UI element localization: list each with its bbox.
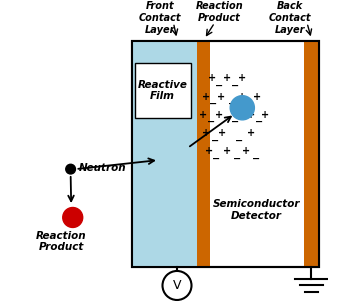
Text: −: − bbox=[215, 81, 223, 91]
Text: −: − bbox=[245, 99, 253, 109]
Text: Front
Contact
Layer: Front Contact Layer bbox=[139, 2, 182, 34]
Text: +: + bbox=[238, 92, 246, 102]
Text: +: + bbox=[262, 110, 270, 120]
Text: −: − bbox=[211, 135, 219, 145]
Text: +: + bbox=[199, 110, 207, 120]
Text: −: − bbox=[233, 153, 241, 163]
Bar bbox=[196, 41, 210, 267]
Bar bbox=[132, 41, 319, 267]
Text: Neutron: Neutron bbox=[79, 163, 126, 173]
Text: Reactive
Film: Reactive Film bbox=[138, 80, 188, 101]
Circle shape bbox=[66, 164, 75, 174]
FancyBboxPatch shape bbox=[135, 63, 190, 118]
Circle shape bbox=[162, 271, 192, 300]
Text: −: − bbox=[228, 99, 236, 109]
Text: +: + bbox=[223, 146, 231, 156]
Text: +: + bbox=[202, 92, 210, 102]
Bar bbox=[132, 41, 319, 267]
Text: +: + bbox=[253, 92, 261, 102]
Text: +: + bbox=[215, 110, 223, 120]
Text: +: + bbox=[223, 74, 231, 84]
Text: Reaction
Product: Reaction Product bbox=[36, 231, 87, 253]
Circle shape bbox=[63, 207, 83, 228]
Text: Semiconductor
Detector: Semiconductor Detector bbox=[212, 199, 300, 221]
Text: +: + bbox=[205, 146, 213, 156]
Text: +: + bbox=[247, 110, 255, 120]
Text: +: + bbox=[218, 128, 227, 138]
Text: Back
Contact
Layer: Back Contact Layer bbox=[269, 2, 312, 34]
Text: −: − bbox=[212, 153, 220, 163]
Text: −: − bbox=[209, 99, 217, 109]
Text: +: + bbox=[217, 92, 225, 102]
Text: +: + bbox=[202, 128, 210, 138]
Text: +: + bbox=[208, 74, 216, 84]
Text: −: − bbox=[231, 117, 239, 127]
Text: −: − bbox=[231, 81, 239, 91]
Circle shape bbox=[230, 96, 255, 120]
Text: +: + bbox=[242, 146, 251, 156]
Text: V: V bbox=[173, 279, 181, 292]
Text: Reaction
Product: Reaction Product bbox=[195, 2, 243, 23]
Bar bbox=[132, 41, 196, 267]
Text: −: − bbox=[207, 117, 215, 127]
Text: +: + bbox=[238, 74, 246, 84]
Text: −: − bbox=[255, 117, 263, 127]
Text: −: − bbox=[235, 135, 243, 145]
Bar bbox=[304, 41, 319, 267]
Text: −: − bbox=[252, 153, 260, 163]
Text: +: + bbox=[247, 128, 255, 138]
